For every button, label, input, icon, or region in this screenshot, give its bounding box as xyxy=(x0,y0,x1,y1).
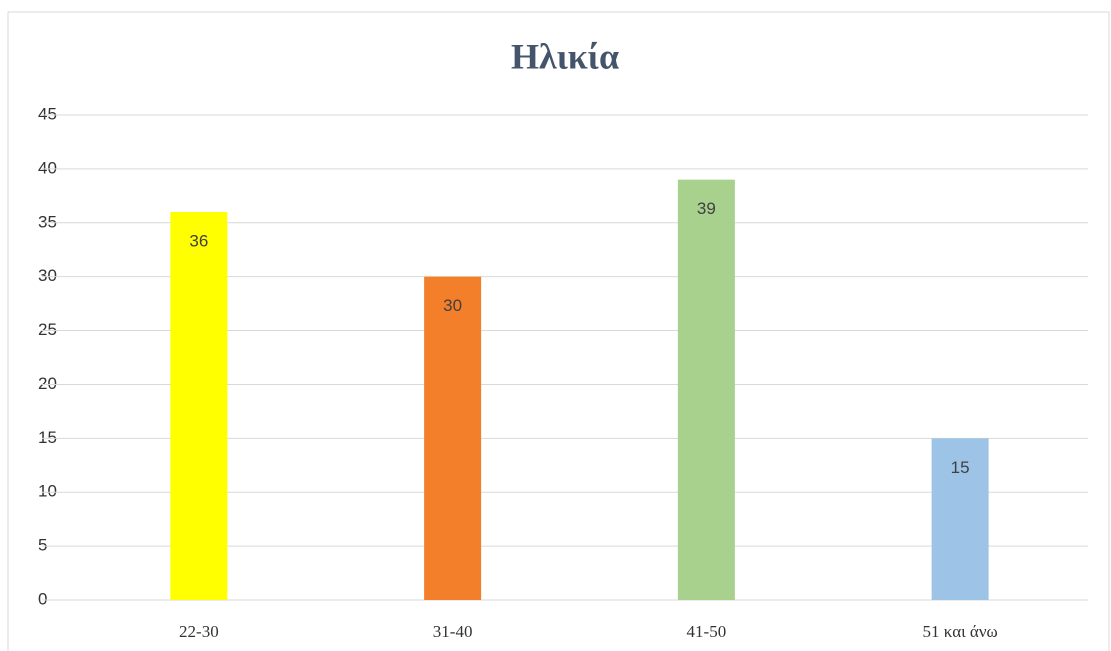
x-tick-label: 51 και άνω xyxy=(923,622,998,641)
y-tick-label: 45 xyxy=(38,104,57,123)
y-tick-label: 25 xyxy=(38,320,57,339)
bar xyxy=(931,438,989,600)
y-tick-label: 5 xyxy=(38,536,47,555)
y-tick-label: 10 xyxy=(38,482,57,501)
x-tick-label: 22-30 xyxy=(179,622,219,641)
data-label: 30 xyxy=(443,296,462,315)
data-label: 39 xyxy=(697,199,716,218)
x-tick-label: 41-50 xyxy=(687,622,727,641)
y-tick-label: 20 xyxy=(38,374,57,393)
data-label: 15 xyxy=(951,458,970,477)
chart-border xyxy=(7,11,1110,651)
chart-title: Ηλικία xyxy=(511,36,619,76)
y-tick-label: 0 xyxy=(38,589,47,608)
y-tick-label: 15 xyxy=(38,428,57,447)
x-tick-label: 31-40 xyxy=(433,622,473,641)
bar xyxy=(170,212,228,600)
y-tick-label: 35 xyxy=(38,212,57,231)
data-label: 36 xyxy=(189,231,208,250)
y-tick-label: 40 xyxy=(38,158,57,177)
bar xyxy=(677,179,735,600)
y-tick-label: 30 xyxy=(38,266,57,285)
bar xyxy=(424,276,482,600)
